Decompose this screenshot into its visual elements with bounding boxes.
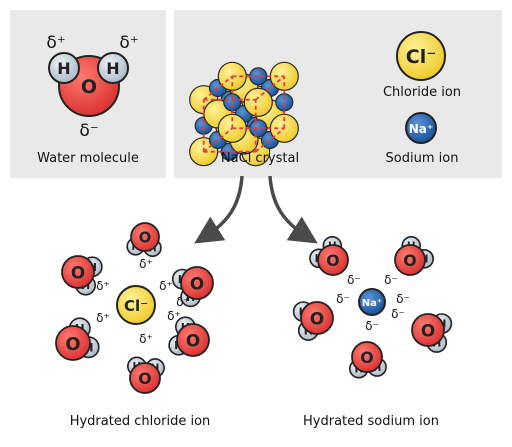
delta-plus-label: δ⁺ [139, 332, 153, 346]
hydrated-chloride-caption: Hydrated chloride ion [70, 414, 211, 429]
water-molecule: H H O δ⁺ δ⁺ δ⁻ [46, 33, 138, 141]
hydration-water-molecule: HHO [127, 356, 165, 394]
nacl-crystal [189, 61, 299, 167]
oxygen-atom-label: O [71, 262, 85, 282]
hydration-water-molecule: HHO [168, 316, 210, 357]
delta-minus-label: δ⁻ [391, 307, 405, 321]
oxygen-atom [351, 341, 383, 373]
water-hydrogen-left-label: H [57, 59, 70, 78]
delta-plus-label: δ⁺ [96, 279, 110, 293]
legend-sodium-ion [405, 112, 437, 144]
water-hydrogen-right-label: H [106, 59, 119, 78]
hydration-water-molecule: HHO [292, 301, 334, 341]
delta-plus-label: δ⁺ [139, 257, 153, 271]
legend-chloride-label: Chloride ion [383, 85, 461, 100]
legend-chloride-ion [396, 31, 446, 81]
hydrated-sodium-center-ion [358, 288, 386, 316]
oxygen-atom-label: O [403, 251, 416, 270]
arrow-to-chloride [194, 175, 244, 244]
arrow-to-sodium [268, 175, 318, 244]
delta-plus-label: δ⁺ [159, 279, 173, 293]
hydrated-chloride-center-ion [116, 285, 156, 325]
oxygen-atom-label: O [326, 251, 339, 270]
legend-sodium-symbol: Na⁺ [409, 122, 433, 136]
delta-plus-label: δ⁺ [176, 295, 190, 309]
nacl-crystal-caption: NaCl crystal [221, 151, 299, 166]
hydrated-sodium-caption: Hydrated sodium ion [303, 414, 439, 429]
water-molecule-caption: Water molecule [37, 151, 139, 166]
hydrated-chloride-center-label: Cl⁻ [124, 297, 148, 315]
oxygen-atom-label: O [139, 230, 152, 247]
oxygen-atom [55, 325, 91, 361]
water-delta-plus-left: δ⁺ [46, 33, 65, 53]
oxygen-atom-label: O [360, 348, 373, 367]
oxygen-atom-label: O [421, 320, 435, 340]
oxygen-atom-label: O [190, 273, 204, 293]
oxygen-atom [130, 222, 160, 252]
hydration-water-molecule: HHO [394, 236, 435, 276]
delta-minus-label: δ⁻ [365, 319, 379, 333]
hydration-water-molecule: HHO [126, 222, 162, 258]
oxygen-atom [317, 244, 349, 276]
delta-plus-label: δ⁺ [96, 311, 110, 325]
oxygen-atom-label: O [138, 369, 151, 388]
legend-sodium-label: Sodium ion [386, 151, 459, 166]
delta-minus-label: δ⁻ [384, 273, 398, 287]
oxygen-atom-label: O [310, 308, 324, 328]
crystal-lattice-line [255, 75, 285, 101]
water-delta-plus-right: δ⁺ [119, 33, 138, 53]
delta-minus-label: δ⁻ [396, 292, 410, 306]
oxygen-atom [129, 362, 161, 394]
delta-plus-label: δ⁺ [167, 309, 181, 323]
water-delta-minus: δ⁻ [79, 121, 98, 141]
crystal-lattice-line [203, 75, 233, 101]
hydration-water-molecule: HHO [61, 255, 103, 296]
legend: Cl⁻ Chloride ion Na⁺ Sodium ion [383, 31, 461, 166]
hydration-water-molecule: HHO [55, 317, 100, 361]
oxygen-atom [300, 301, 334, 335]
oxygen-atom [394, 244, 426, 276]
crystal-lattice-line [255, 127, 285, 153]
oxygen-atom [411, 313, 445, 347]
oxygen-atom [61, 255, 95, 289]
hydration-water-molecule: HHO [411, 313, 453, 353]
legend-chloride-symbol: Cl⁻ [406, 46, 437, 68]
water-oxygen-label: O [81, 76, 97, 98]
oxygen-atom-label: O [65, 334, 80, 355]
hydration-waters: HHOHHOHHOHHOHHOHHOHHOHHOHHOHHOHHO [55, 222, 453, 394]
hydration-water-molecule: HHO [309, 236, 349, 276]
hydration-water-molecule: HHO [348, 341, 387, 379]
hydrated-sodium-center-label: Na⁺ [362, 298, 382, 309]
delta-minus-label: δ⁻ [336, 292, 350, 306]
hydration-water-molecule: HHO [171, 266, 214, 308]
partial-charge-labels: δ⁺δ⁺ δ⁺δ⁺ δ⁺δ⁺δ⁺δ⁻ δ⁻δ⁻ δ⁻δ⁻δ⁻ [96, 257, 410, 346]
oxygen-atom [176, 323, 210, 357]
oxygen-atom-label: O [186, 330, 200, 350]
crystal-chloride-ion [243, 87, 273, 117]
crystal-lattice-line [203, 127, 233, 153]
delta-minus-label: δ⁻ [347, 273, 361, 287]
oxygen-atom [180, 266, 214, 300]
